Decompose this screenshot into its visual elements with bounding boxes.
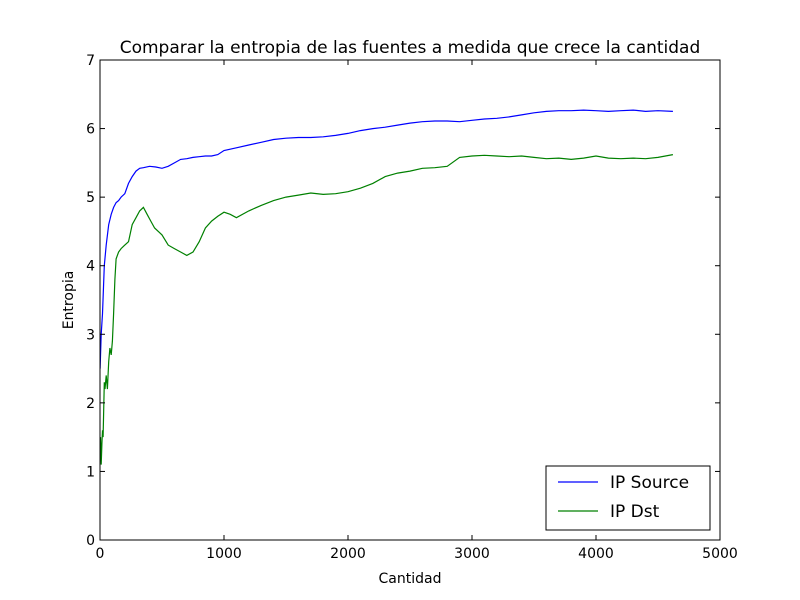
legend: IP Source IP Dst (545, 465, 711, 531)
x-tick-label: 2000 (330, 546, 366, 562)
y-tick-label: 5 (86, 190, 95, 206)
series-layer (99, 109, 674, 465)
y-tick-label: 2 (86, 396, 95, 412)
legend-label-ip-source: IP Source (610, 473, 689, 493)
plot-frame (99, 59, 721, 541)
ticks-layer: 0 1000 2000 3000 4000 5000 0 1 2 3 4 5 6 7 (86, 53, 738, 562)
series-line-ip-source (99, 109, 673, 369)
y-tick-label: 6 (86, 122, 95, 138)
y-tick-label: 3 (86, 327, 95, 343)
y-tick-label: 1 (86, 464, 95, 480)
y-tick-label: 0 (86, 533, 95, 549)
x-tick-label: 3000 (454, 546, 490, 562)
x-tick-label: 5000 (702, 546, 738, 562)
x-axis-title: Cantidad (379, 571, 442, 587)
x-tick-label: 0 (96, 546, 105, 562)
series-line-ip-dst (99, 154, 674, 465)
y-axis-title: Entropia (61, 271, 77, 330)
y-tick-label: 7 (86, 53, 95, 69)
x-tick-label: 1000 (206, 546, 242, 562)
legend-label-ip-dst: IP Dst (610, 502, 660, 522)
chart-title: Comparar la entropia de las fuentes a me… (120, 38, 701, 58)
y-tick-label: 4 (86, 259, 95, 275)
legend-box (545, 465, 711, 531)
x-tick-label: 4000 (578, 546, 614, 562)
